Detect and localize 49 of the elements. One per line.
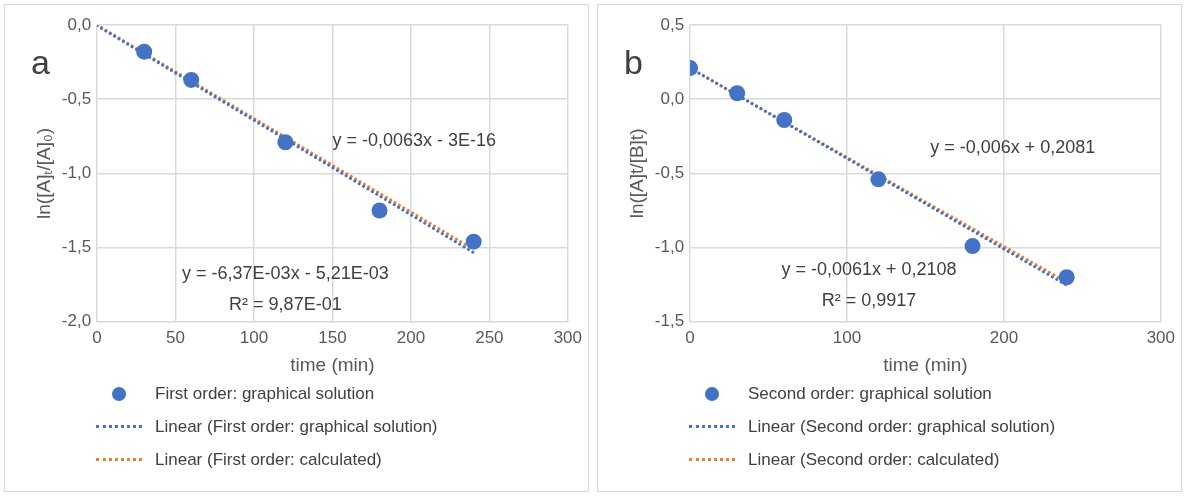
text: a bbox=[31, 43, 51, 82]
y-tick-label: -0,5 bbox=[654, 163, 685, 183]
legend-label: First order: graphical solution bbox=[155, 383, 375, 404]
legend-label: Linear (First order: graphical solution) bbox=[155, 416, 438, 437]
x-tick-label: 300 bbox=[1146, 327, 1176, 347]
y-axis-title: ln([A]t/[B]t) bbox=[625, 128, 647, 219]
annotation: y = -0,0061x + 0,2108 bbox=[781, 258, 957, 279]
x-axis-title: time (min) bbox=[290, 353, 375, 375]
annotation: R² = 9,87E-01 bbox=[229, 294, 342, 315]
legend-label: Linear (First order: calculated) bbox=[155, 449, 382, 470]
point bbox=[136, 43, 153, 60]
legend-label: Linear (Second order: graphical solution) bbox=[748, 416, 1056, 437]
y-tick-label: -0,5 bbox=[61, 88, 92, 108]
y-tick-label: -1,0 bbox=[61, 163, 92, 183]
legend-label: Linear (Second order: calculated) bbox=[748, 449, 1000, 470]
y-axis-title: ln([A]ₜ/[A]₀) bbox=[32, 127, 54, 219]
y-tick-label: -1,0 bbox=[654, 237, 685, 257]
x-tick-label: 50 bbox=[166, 327, 186, 347]
annotation: y = -0,0063x - 3E-16 bbox=[332, 129, 497, 150]
y-tick-label: -1,5 bbox=[654, 311, 685, 331]
x-tick-label: 300 bbox=[553, 327, 583, 347]
y-tick-label: 0,0 bbox=[660, 88, 685, 108]
x-tick-label: 0 bbox=[685, 327, 695, 347]
point bbox=[277, 134, 294, 151]
y-tick-label: 0,5 bbox=[660, 14, 685, 34]
annotation: y = -0,006x + 0,2081 bbox=[930, 137, 1096, 158]
point bbox=[183, 71, 200, 88]
annotation: y = -6,37E-03x - 5,21E-03 bbox=[182, 263, 389, 284]
text: b bbox=[624, 43, 644, 82]
point bbox=[729, 85, 746, 102]
point bbox=[465, 233, 482, 250]
x-tick-label: 200 bbox=[989, 327, 1019, 347]
point bbox=[371, 202, 388, 219]
y-tick-label: 0,0 bbox=[67, 14, 92, 34]
x-tick-label: 200 bbox=[396, 327, 426, 347]
x-tick-label: 250 bbox=[475, 327, 504, 347]
point bbox=[870, 171, 887, 188]
point bbox=[964, 238, 981, 255]
y-tick-label: -1,5 bbox=[61, 237, 92, 257]
x-tick-label: 100 bbox=[239, 327, 269, 347]
annotation: R² = 0,9917 bbox=[821, 289, 917, 310]
x-axis-title: time (min) bbox=[883, 353, 968, 375]
point bbox=[1058, 269, 1075, 286]
x-tick-label: 150 bbox=[318, 327, 347, 347]
point bbox=[776, 111, 793, 128]
legend-label: Second order: graphical solution bbox=[748, 383, 992, 404]
y-tick-label: -2,0 bbox=[61, 311, 92, 331]
x-tick-label: 0 bbox=[92, 327, 102, 347]
x-tick-label: 100 bbox=[832, 327, 862, 347]
